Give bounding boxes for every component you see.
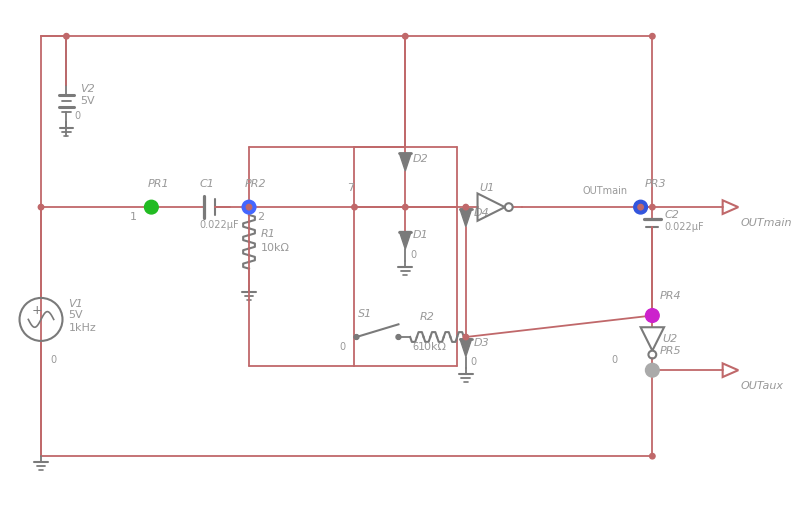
Circle shape xyxy=(638,205,643,210)
Text: U2: U2 xyxy=(662,333,678,343)
Text: OUTmain: OUTmain xyxy=(741,217,792,227)
Text: OUTaux: OUTaux xyxy=(741,380,783,390)
Text: PR5: PR5 xyxy=(660,345,681,355)
Text: V2: V2 xyxy=(80,84,95,94)
Text: +: + xyxy=(32,303,42,317)
Text: v: v xyxy=(650,313,655,321)
Text: v: v xyxy=(650,367,655,376)
Text: C1: C1 xyxy=(200,178,214,188)
Circle shape xyxy=(247,205,251,210)
Text: 1kHz: 1kHz xyxy=(69,323,96,332)
Text: R2: R2 xyxy=(420,312,435,322)
Circle shape xyxy=(646,309,659,323)
Text: 0: 0 xyxy=(611,355,618,364)
Text: D1: D1 xyxy=(413,230,429,240)
Text: 0.022μF: 0.022μF xyxy=(664,221,704,231)
Text: 10kΩ: 10kΩ xyxy=(261,243,290,252)
Polygon shape xyxy=(460,210,472,227)
Circle shape xyxy=(650,35,655,40)
Circle shape xyxy=(650,313,655,319)
Text: 0: 0 xyxy=(471,357,477,366)
Text: 7: 7 xyxy=(346,182,354,192)
Text: 5V: 5V xyxy=(80,96,95,105)
Text: v: v xyxy=(247,204,251,213)
Text: 0: 0 xyxy=(74,111,81,121)
Text: 0: 0 xyxy=(340,341,346,351)
Text: PR4: PR4 xyxy=(660,290,681,300)
Text: PR3: PR3 xyxy=(645,178,666,188)
Polygon shape xyxy=(400,232,411,249)
Text: 0: 0 xyxy=(51,355,57,364)
Text: 5V: 5V xyxy=(69,310,83,320)
Circle shape xyxy=(352,205,358,210)
Polygon shape xyxy=(460,340,472,357)
Text: U1: U1 xyxy=(480,182,495,192)
Text: v: v xyxy=(149,204,154,213)
Circle shape xyxy=(402,205,408,210)
Text: 0.022μF: 0.022μF xyxy=(200,219,239,229)
Circle shape xyxy=(38,205,44,210)
Circle shape xyxy=(354,335,359,340)
Circle shape xyxy=(64,35,69,40)
Circle shape xyxy=(396,335,401,340)
Circle shape xyxy=(463,205,468,210)
Circle shape xyxy=(634,201,647,214)
Circle shape xyxy=(463,334,468,340)
Text: D4: D4 xyxy=(474,208,489,217)
Text: S1: S1 xyxy=(358,308,373,318)
Circle shape xyxy=(242,201,256,214)
Text: 0: 0 xyxy=(410,249,417,260)
Text: R1: R1 xyxy=(261,229,275,239)
Text: 2: 2 xyxy=(257,211,264,221)
Text: OUTmain: OUTmain xyxy=(582,186,627,196)
Circle shape xyxy=(650,454,655,459)
Text: V1: V1 xyxy=(69,298,83,308)
Circle shape xyxy=(646,363,659,377)
Circle shape xyxy=(402,35,408,40)
Circle shape xyxy=(144,201,158,214)
Text: 10kΩ: 10kΩ xyxy=(418,341,447,351)
Text: PR2: PR2 xyxy=(245,178,267,188)
Text: 6: 6 xyxy=(412,341,418,351)
Text: C2: C2 xyxy=(664,210,679,219)
Circle shape xyxy=(650,205,655,210)
Text: PR1: PR1 xyxy=(148,178,169,188)
Text: v: v xyxy=(638,204,643,213)
Polygon shape xyxy=(400,154,411,172)
Text: D3: D3 xyxy=(474,337,489,347)
Text: D2: D2 xyxy=(413,154,429,164)
Text: 1: 1 xyxy=(130,211,137,221)
Circle shape xyxy=(650,368,655,373)
